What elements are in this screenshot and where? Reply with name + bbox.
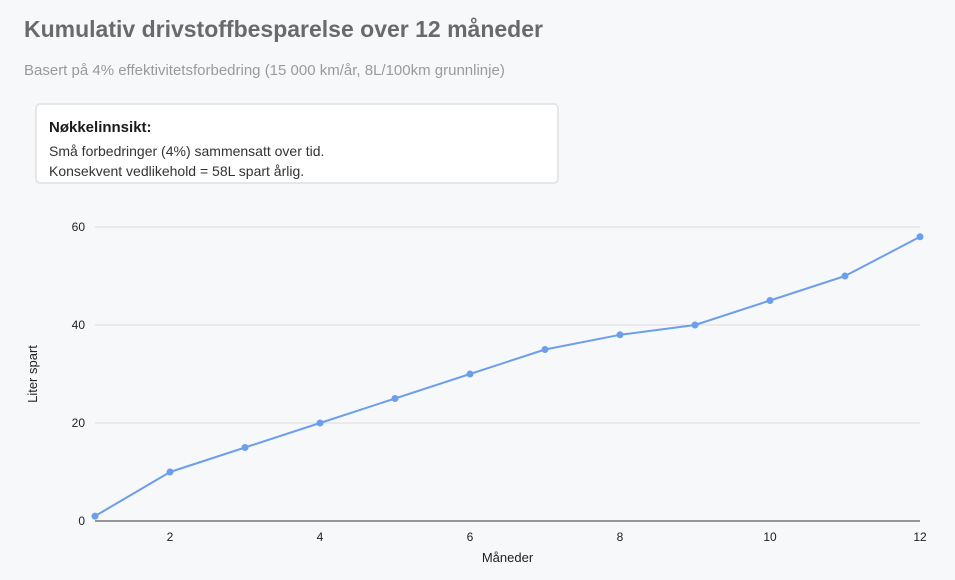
data-point — [166, 468, 174, 476]
data-point — [691, 321, 699, 329]
insight-heading: Nøkkelinnsikt: — [49, 119, 152, 136]
x-tick-label: 8 — [617, 530, 624, 544]
data-point — [391, 395, 399, 402]
x-tick-label: 2 — [167, 530, 174, 544]
series-line — [94, 235, 921, 517]
chart-subtitle: Basert på 4% effektivitetsforbedring (15… — [24, 62, 505, 79]
x-tick-label: 12 — [913, 530, 927, 544]
insight-box: Nøkkelinnsikt: Små forbedringer (4%) sam… — [35, 103, 559, 184]
data-point — [91, 512, 99, 520]
x-tick-label: 4 — [317, 530, 324, 544]
x-axis-label: Måneder — [482, 550, 534, 565]
data-point — [916, 233, 924, 241]
y-axis-label: Liter spart — [25, 345, 40, 403]
series-layer — [91, 233, 924, 520]
x-tick-label: 6 — [467, 530, 474, 544]
grid-lines — [95, 226, 920, 424]
y-tick-label: 60 — [72, 220, 86, 234]
data-point — [841, 272, 849, 280]
tick-labels: 0 20 40 60 2 4 6 8 10 12 — [72, 220, 927, 544]
data-point — [616, 331, 624, 339]
insight-line-1: Små forbedringer (4%) sammensatt over ti… — [49, 143, 325, 159]
data-point — [766, 297, 774, 304]
data-point — [316, 419, 324, 427]
chart-title: Kumulativ drivstoffbesparelse over 12 må… — [24, 16, 543, 42]
y-tick-label: 40 — [72, 318, 86, 332]
data-point — [241, 444, 249, 451]
y-tick-label: 0 — [78, 514, 85, 528]
data-point — [466, 370, 474, 378]
y-tick-label: 20 — [72, 416, 86, 430]
insight-line-2: Konsekvent vedlikehold = 58L spart årlig… — [49, 163, 305, 179]
data-point — [541, 346, 549, 353]
x-tick-label: 10 — [763, 530, 777, 544]
